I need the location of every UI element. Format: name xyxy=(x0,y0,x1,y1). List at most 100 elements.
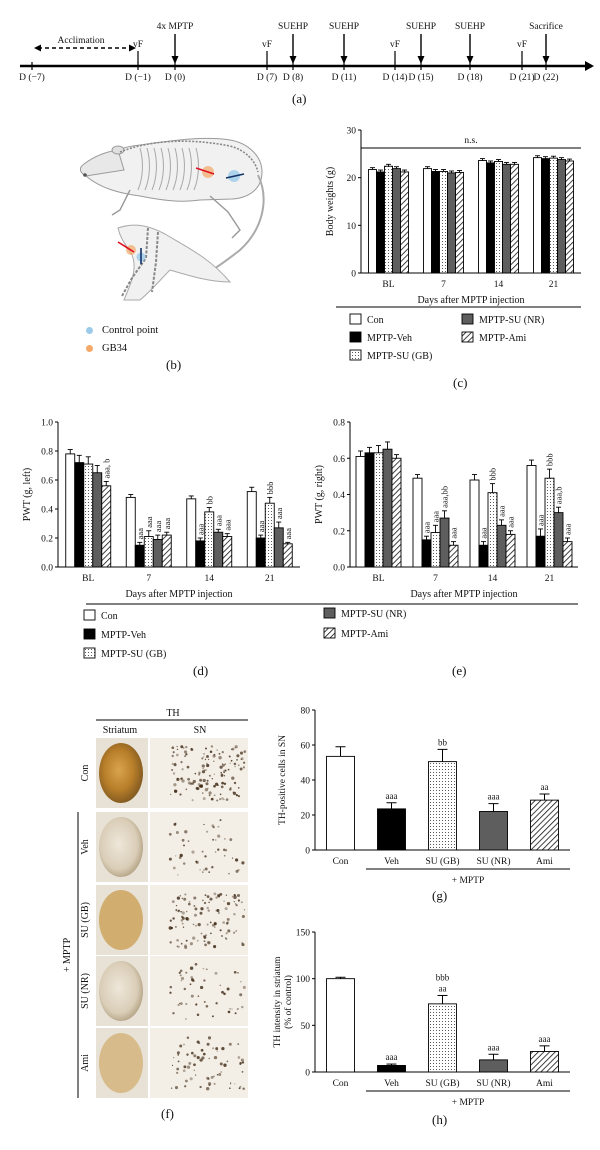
neuron-dot xyxy=(207,909,210,912)
neuron-dot xyxy=(188,900,191,903)
neuron-dot xyxy=(235,930,238,932)
legend-swatch xyxy=(323,607,336,619)
event-label: vF xyxy=(133,40,143,50)
rat-foreleg xyxy=(111,189,131,216)
y-tick-label: 0 xyxy=(305,847,310,857)
bar xyxy=(431,171,440,274)
neuron-dot xyxy=(214,926,216,928)
neuron-dot xyxy=(210,1075,214,1079)
bar xyxy=(478,160,487,274)
rat-rib xyxy=(158,147,164,191)
x-tick-label: Veh xyxy=(384,1079,399,1089)
neuron-dot xyxy=(170,1087,173,1089)
neuron-dot xyxy=(199,985,204,990)
striatum-section xyxy=(99,961,143,1021)
event-label: Sacrifice xyxy=(529,21,563,32)
neuron-dot xyxy=(175,753,179,757)
bar xyxy=(384,165,393,274)
neuron-dot xyxy=(196,1013,200,1017)
neuron-dot xyxy=(190,994,194,998)
striatum-section xyxy=(99,743,143,803)
neuron-dot xyxy=(186,1065,191,1069)
neuron-dot xyxy=(213,784,216,788)
neuron-dot xyxy=(203,979,206,982)
neuron-dot xyxy=(177,874,179,876)
y-tick-label: 0.8 xyxy=(41,448,53,458)
neuron-dot xyxy=(204,747,208,750)
neuron-dot xyxy=(199,778,203,782)
neuron-dot xyxy=(239,1062,242,1065)
neuron-dot xyxy=(196,1040,200,1044)
neuron-dot xyxy=(181,915,184,919)
significance-label: bbb xyxy=(436,972,450,982)
y-tick-label: 0 xyxy=(351,270,356,280)
bar xyxy=(557,159,566,274)
neuron-dot xyxy=(203,901,207,905)
neuron-dot xyxy=(235,869,239,873)
neuron-dot xyxy=(207,941,211,945)
neuron-dot xyxy=(233,896,237,900)
bar xyxy=(494,161,503,274)
neuron-dot xyxy=(226,987,230,991)
legend-swatch xyxy=(83,647,96,659)
neuron-dot xyxy=(217,911,221,915)
leg-bone xyxy=(151,231,159,293)
neuron-dot xyxy=(185,788,188,791)
neuron-dot xyxy=(203,940,206,943)
neuron-dot xyxy=(185,753,188,756)
y-axis-label: PWT (g, left) xyxy=(22,468,33,521)
event-label: vF xyxy=(517,40,527,50)
neuron-dot xyxy=(234,903,237,905)
bar xyxy=(368,169,377,274)
neuron-dot xyxy=(202,756,205,758)
neuron-dot xyxy=(186,1036,190,1039)
significance-label: aaa xyxy=(422,522,432,534)
neuron-dot xyxy=(201,770,206,774)
bar xyxy=(530,799,559,851)
neuron-dot xyxy=(213,753,216,756)
neuron-dot xyxy=(168,857,172,861)
neuron-dot xyxy=(190,978,195,982)
bar xyxy=(421,539,432,568)
legend-label: Control point xyxy=(102,325,159,336)
neuron-dot xyxy=(229,1007,231,1010)
neuron-dot xyxy=(183,897,187,901)
legend-label: MPTP-Veh xyxy=(367,333,412,344)
significance-label: bb xyxy=(438,737,448,747)
neuron-dot xyxy=(174,1086,179,1090)
neuron-dot xyxy=(213,945,217,949)
acclimation-arrow-right xyxy=(129,44,136,52)
rat-rib xyxy=(144,147,150,191)
neuron-dot xyxy=(241,1005,244,1009)
bar xyxy=(326,978,355,1073)
neuron-dot xyxy=(177,1054,180,1056)
neuron-dot xyxy=(178,1002,181,1005)
row-label: Con xyxy=(80,765,91,782)
x-tick-label: BL xyxy=(382,280,394,290)
neuron-dot xyxy=(193,1054,197,1058)
significance-label: aaa xyxy=(449,527,459,539)
neuron-dot xyxy=(217,848,220,851)
rat-nose xyxy=(83,173,87,177)
bar xyxy=(439,171,448,274)
neuron-dot xyxy=(213,921,217,925)
neuron-dot xyxy=(216,749,218,751)
neuron-dot xyxy=(208,774,211,777)
legend-swatch xyxy=(323,627,336,639)
y-tick-label: 1.0 xyxy=(41,419,53,429)
neuron-dot xyxy=(229,786,232,789)
x-tick-label: 7 xyxy=(146,574,151,584)
significance-label: aaa xyxy=(213,515,223,527)
x-axis-label: Days after MPTP injection xyxy=(125,589,232,600)
neuron-dot xyxy=(235,793,239,797)
neuron-dot xyxy=(202,871,204,873)
bar xyxy=(391,457,402,568)
neuron-dot xyxy=(181,897,184,900)
neuron-dot xyxy=(228,872,230,875)
neuron-dot xyxy=(179,853,183,858)
gb34-dot-icon xyxy=(86,345,93,353)
neuron-dot xyxy=(231,1008,233,1010)
neuron-dot xyxy=(181,768,184,771)
neuron-dot xyxy=(213,1075,215,1077)
neuron-dot xyxy=(242,1087,245,1090)
